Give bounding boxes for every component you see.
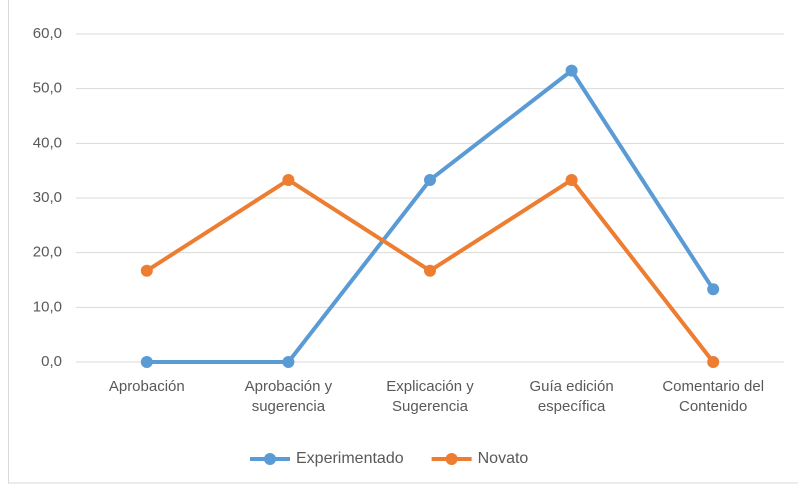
- x-tick-label: Guía edición específica: [529, 378, 614, 415]
- legend-label: Novato: [478, 450, 529, 467]
- data-point: [424, 173, 436, 186]
- y-tick-label: 40,0: [33, 134, 62, 151]
- y-tick-label: 30,0: [33, 189, 62, 206]
- data-point: [140, 264, 153, 277]
- y-tick-label: 50,0: [33, 80, 62, 97]
- data-point: [565, 173, 578, 186]
- data-point: [565, 64, 578, 77]
- y-tick-label: 0,0: [41, 353, 62, 370]
- y-tick-label: 60,0: [33, 25, 62, 42]
- data-point: [707, 356, 720, 368]
- x-tick-label: Comentario del Contenido: [662, 378, 765, 415]
- x-tick-label: Aprobación y sugerencia: [244, 378, 333, 415]
- data-point: [424, 264, 436, 277]
- legend-marker: [264, 453, 276, 465]
- y-tick-label: 20,0: [33, 244, 62, 261]
- data-point: [140, 356, 153, 368]
- legend-marker: [445, 453, 458, 465]
- x-tick-label: Explicación y Sugerencia: [386, 378, 474, 415]
- x-tick-label: Aprobación: [108, 378, 185, 395]
- legend-label: Experimentado: [296, 450, 404, 467]
- data-point: [707, 283, 720, 296]
- data-point: [282, 173, 295, 186]
- chart-border: [8, 0, 798, 484]
- data-point: [282, 356, 295, 368]
- y-tick-label: 10,0: [33, 298, 62, 315]
